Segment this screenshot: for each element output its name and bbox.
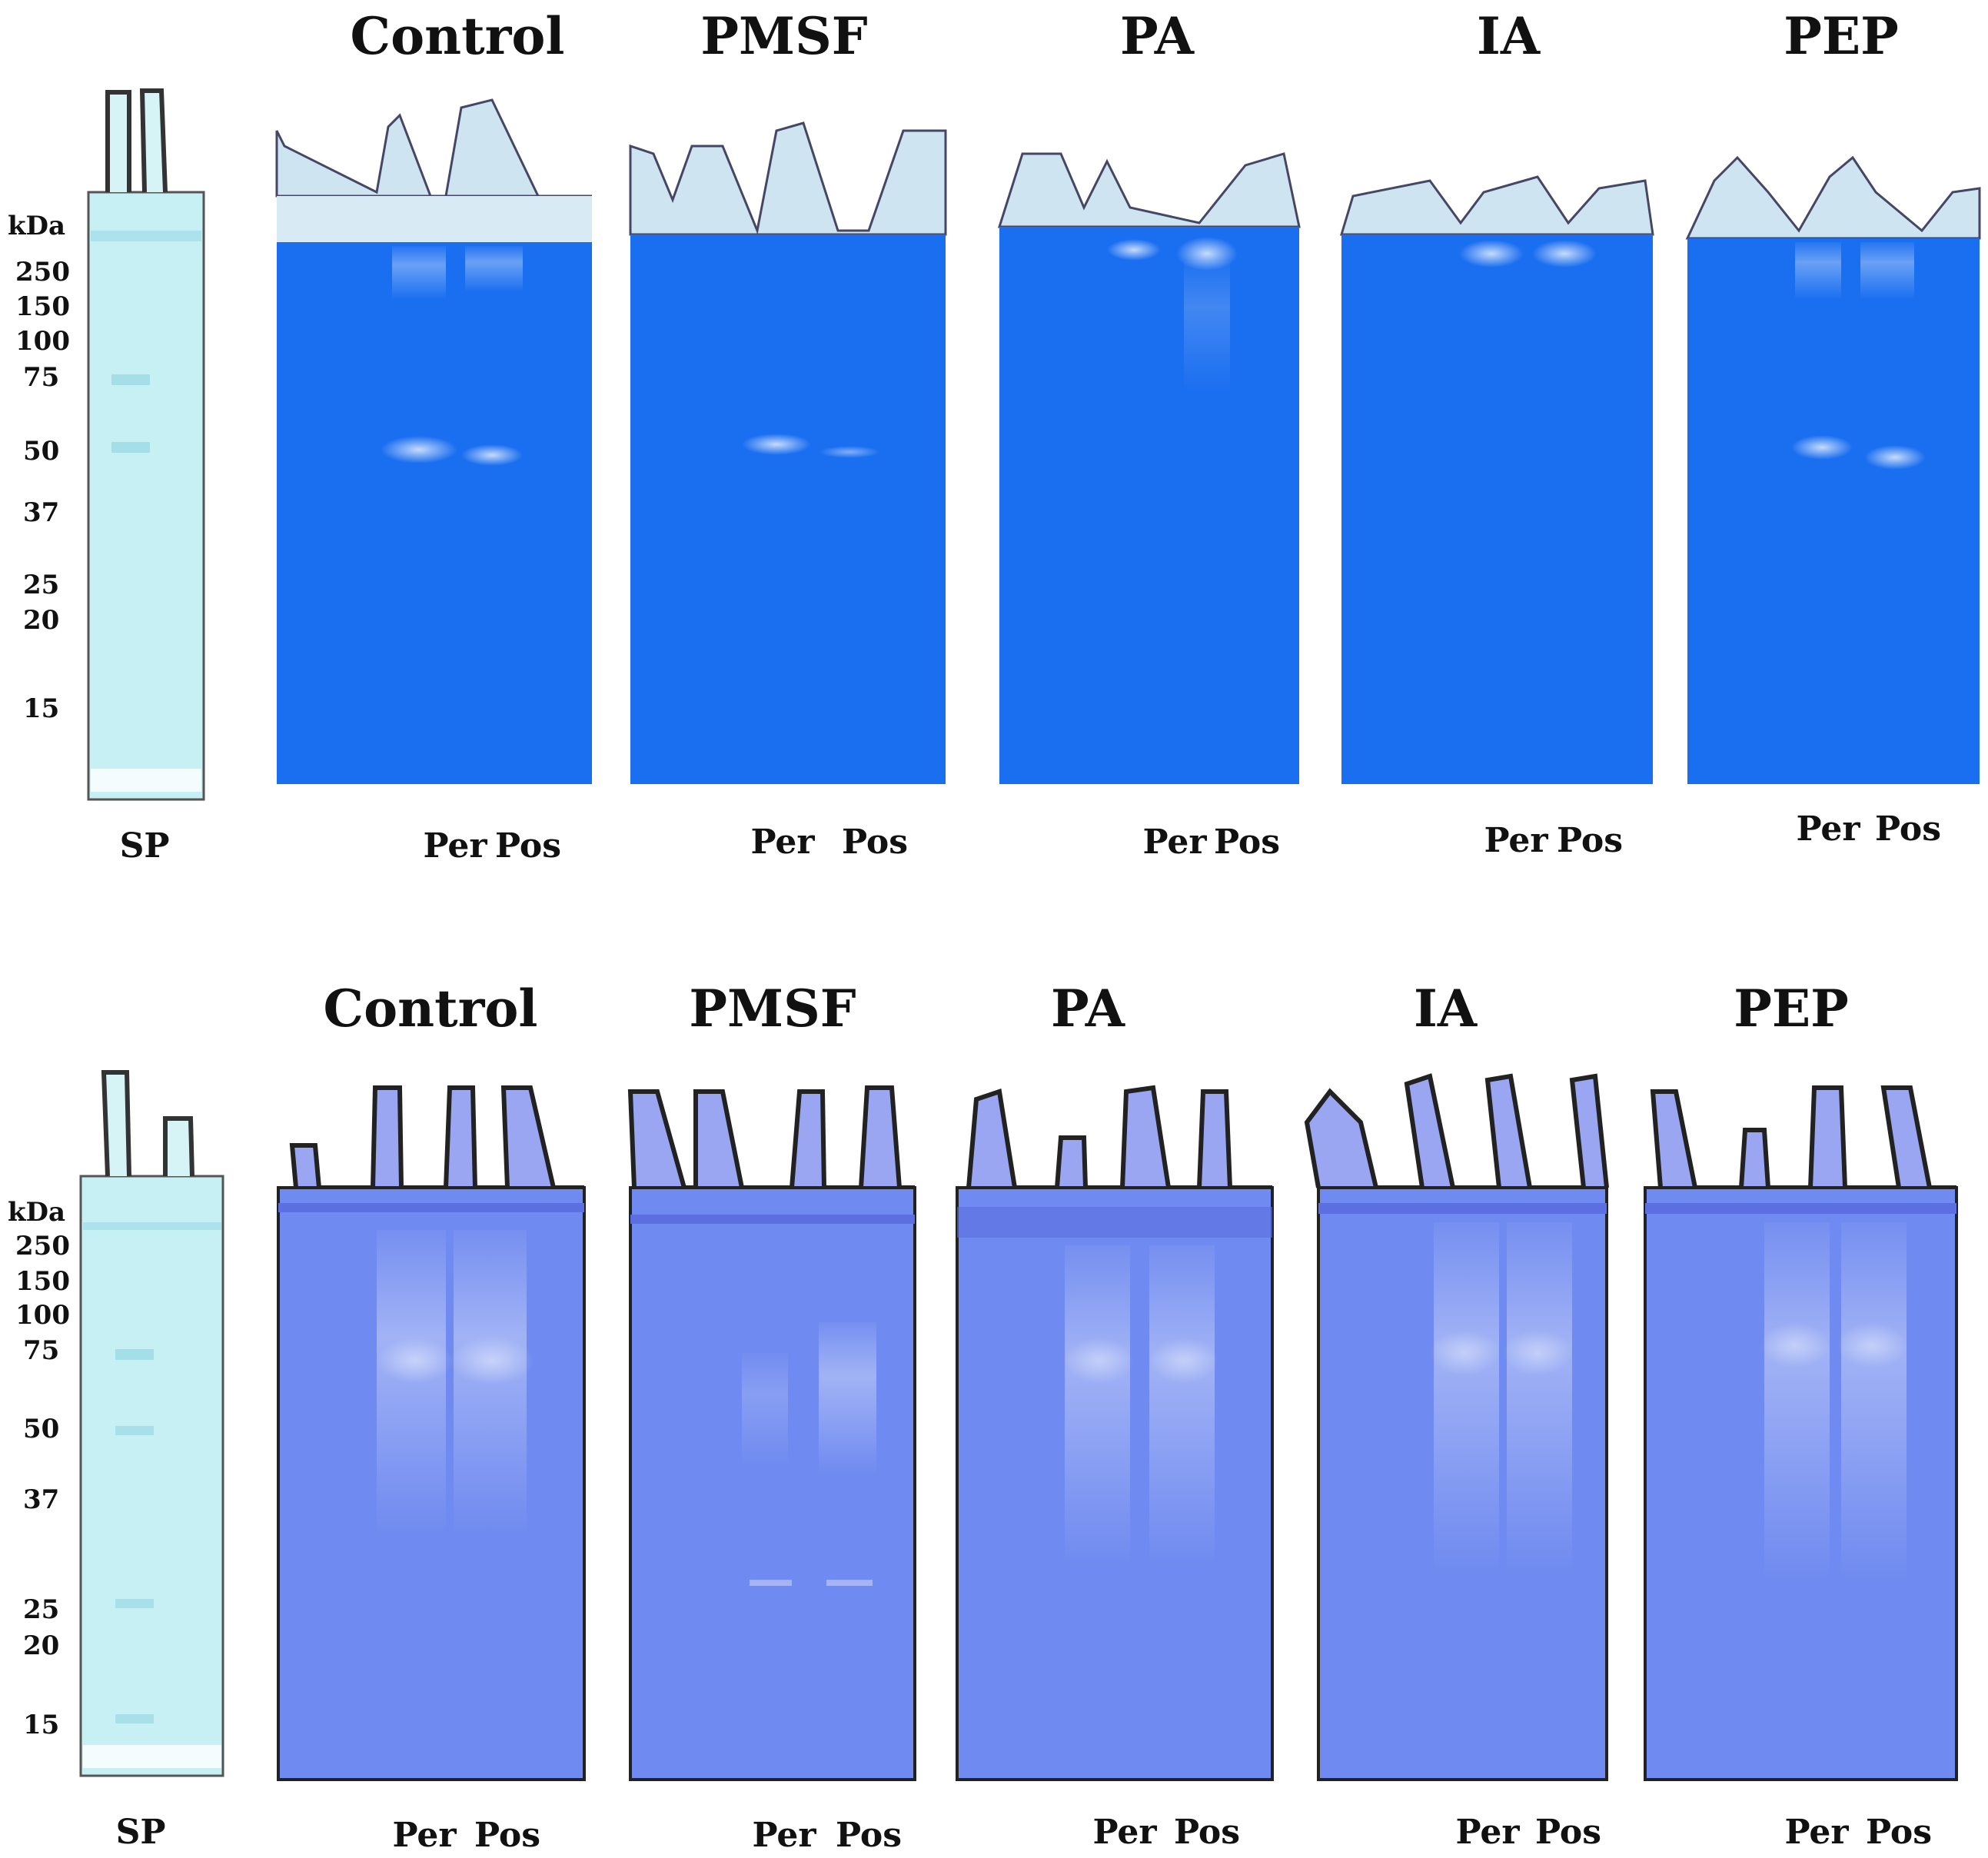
top-marker-150: 150: [15, 291, 70, 322]
bottom-pep-lane-pos: Pos: [1866, 1813, 1932, 1852]
top-marker-15: 15: [23, 693, 59, 724]
bottom-gel-ia: [1304, 1073, 1609, 1781]
top-control-lane-per: Per: [423, 826, 487, 866]
top-gel-control: [275, 98, 592, 784]
top-gel-pmsf: [629, 121, 947, 784]
bottom-ia-lane-per: Per: [1455, 1813, 1520, 1852]
bottom-marker-50: 50: [23, 1414, 59, 1444]
bottom-marker-20: 20: [23, 1630, 59, 1661]
top-control-lane-pos: Pos: [495, 826, 561, 866]
bottom-row: Control PMSF PA IA PEP kDa 250 150 100 7…: [8, 979, 1958, 1855]
top-pep-lane-pos: Pos: [1875, 809, 1941, 849]
bottom-gel-control: [277, 1085, 586, 1781]
top-sp-label: SP: [120, 826, 170, 866]
bottom-marker-100: 100: [15, 1300, 70, 1331]
top-standard-lane: [87, 88, 205, 801]
top-marker-100: 100: [15, 326, 70, 357]
bottom-marker-37: 37: [23, 1484, 59, 1515]
bottom-pmsf-lane-per: Per: [752, 1816, 816, 1855]
bottom-kda-label: kDa: [8, 1197, 65, 1228]
top-marker-20: 20: [23, 605, 59, 636]
top-pep-lane-per: Per: [1796, 809, 1860, 849]
bottom-marker-150: 150: [15, 1266, 70, 1297]
top-gel-pep: [1685, 155, 1981, 784]
top-title-pep: PEP: [1784, 6, 1899, 66]
bottom-title-ia: IA: [1414, 979, 1478, 1039]
bottom-marker-75: 75: [23, 1335, 59, 1366]
top-marker-250: 250: [15, 257, 70, 288]
bottom-title-pa: PA: [1051, 979, 1125, 1039]
top-title-pmsf: PMSF: [700, 6, 867, 66]
top-ia-lane-per: Per: [1484, 821, 1548, 860]
top-pa-lane-pos: Pos: [1214, 823, 1280, 862]
bottom-gel-pep: [1644, 1085, 1958, 1781]
bottom-title-control: Control: [324, 979, 538, 1039]
bottom-pa-lane-pos: Pos: [1174, 1813, 1240, 1852]
bottom-control-lane-pos: Pos: [474, 1816, 540, 1855]
top-marker-50: 50: [23, 436, 59, 467]
top-title-ia: IA: [1477, 6, 1541, 66]
bottom-gel-pa: [956, 1085, 1274, 1781]
top-pmsf-lane-per: Per: [750, 823, 815, 862]
bottom-marker-250: 250: [15, 1231, 70, 1261]
top-gel-pa: [997, 152, 1301, 784]
top-title-pa: PA: [1120, 6, 1195, 66]
top-pmsf-lane-pos: Pos: [842, 823, 908, 862]
bottom-ia-lane-pos: Pos: [1535, 1813, 1601, 1852]
top-marker-75: 75: [23, 362, 59, 393]
top-kda-label: kDa: [8, 211, 65, 241]
bottom-sp-label: SP: [116, 1813, 166, 1852]
top-marker-37: 37: [23, 497, 59, 528]
bottom-title-pep: PEP: [1734, 979, 1849, 1039]
top-gel-ia: [1339, 175, 1654, 784]
bottom-pep-lane-per: Per: [1784, 1813, 1849, 1852]
bottom-pa-lane-per: Per: [1092, 1813, 1157, 1852]
bottom-title-pmsf: PMSF: [689, 979, 856, 1039]
top-title-control: Control: [351, 6, 565, 66]
top-marker-25: 25: [23, 570, 59, 600]
top-ia-lane-pos: Pos: [1557, 821, 1623, 860]
bottom-marker-25: 25: [23, 1594, 59, 1625]
bottom-control-lane-per: Per: [392, 1816, 457, 1855]
bottom-pmsf-lane-pos: Pos: [836, 1816, 902, 1855]
top-row: Control PMSF PA IA PEP kDa 250 150 100 7…: [8, 6, 1981, 866]
bottom-marker-15: 15: [23, 1710, 59, 1740]
bottom-gel-pmsf: [627, 1085, 916, 1781]
bottom-standard-lane: [79, 1070, 224, 1777]
top-pa-lane-per: Per: [1142, 823, 1207, 862]
